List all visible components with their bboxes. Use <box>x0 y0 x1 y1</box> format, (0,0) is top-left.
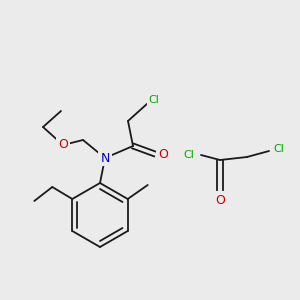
Text: O: O <box>58 139 68 152</box>
Text: Cl: Cl <box>274 144 284 154</box>
Text: Cl: Cl <box>184 150 194 160</box>
Text: Cl: Cl <box>148 95 159 105</box>
Text: O: O <box>158 148 168 160</box>
Text: N: N <box>100 152 110 164</box>
Text: O: O <box>215 194 225 206</box>
